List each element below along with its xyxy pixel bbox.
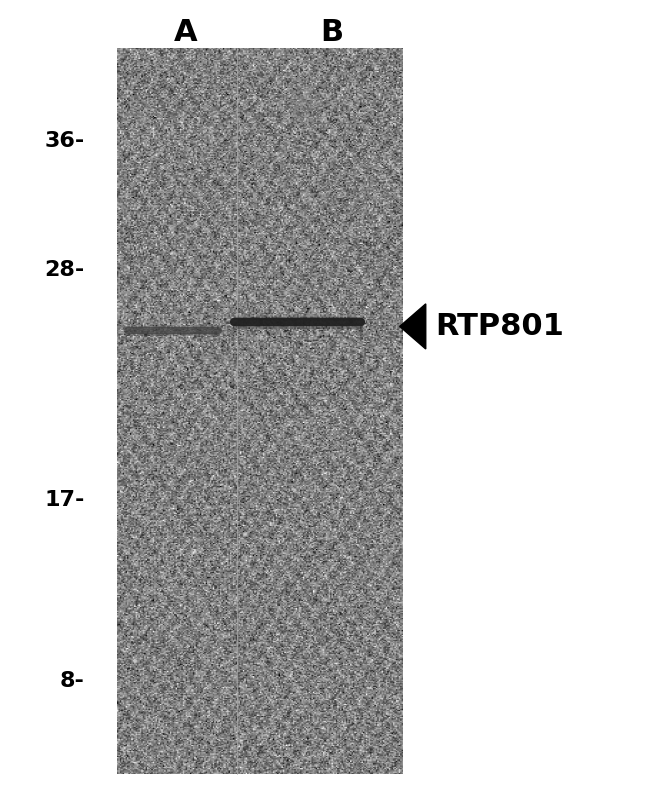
Text: 17-: 17- <box>44 490 84 509</box>
Text: 28-: 28- <box>44 260 84 280</box>
Text: 36-: 36- <box>44 131 84 151</box>
Text: RTP801: RTP801 <box>436 312 564 341</box>
Circle shape <box>290 85 321 124</box>
Text: 8-: 8- <box>60 671 84 691</box>
Text: B: B <box>320 18 343 47</box>
Polygon shape <box>400 304 426 349</box>
Text: A: A <box>174 18 197 47</box>
